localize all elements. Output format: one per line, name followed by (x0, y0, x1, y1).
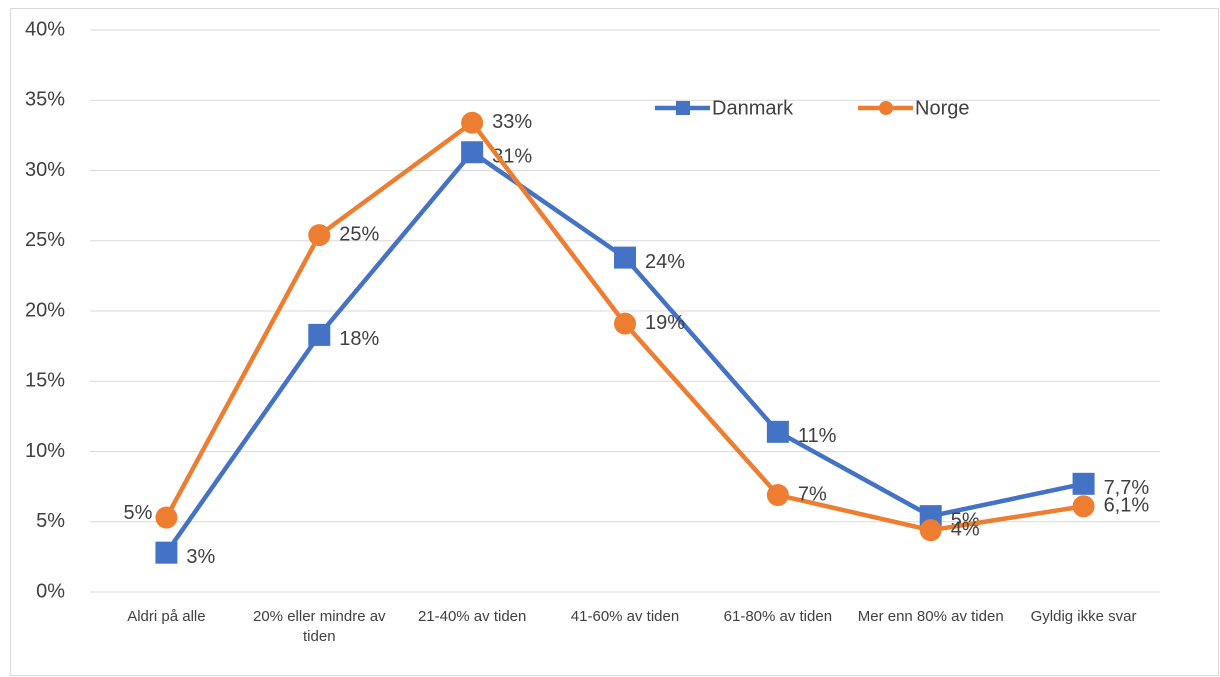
data-point (766, 484, 789, 507)
y-tick-label: 20% (25, 299, 65, 321)
data-point (308, 224, 331, 247)
data-point (919, 519, 942, 542)
legend-marker (879, 101, 893, 115)
data-label: 19% (645, 312, 685, 334)
data-label: 25% (339, 223, 379, 245)
data-label: 18% (339, 328, 379, 350)
data-point (155, 506, 178, 529)
series-line (164, 149, 1085, 554)
chart-frame (10, 8, 1219, 676)
y-tick-label: 30% (25, 159, 65, 181)
y-tick-label: 10% (25, 440, 65, 462)
data-label: 5% (124, 502, 153, 524)
data-point (1072, 472, 1095, 495)
x-tick-label: 61-80% av tiden (723, 608, 833, 625)
data-label: 11% (798, 425, 837, 447)
data-point (614, 246, 636, 269)
data-point (461, 111, 484, 134)
data-point (1072, 495, 1095, 518)
data-point (155, 541, 178, 564)
y-tick-label: 5% (36, 510, 65, 532)
y-tick-label: 40% (25, 18, 65, 40)
x-tick-label: 20% eller mindre av tiden (253, 608, 386, 645)
data-label: 33% (492, 111, 532, 133)
x-tick-label: Aldri på alle (127, 608, 206, 625)
data-point (461, 141, 484, 164)
data-point (614, 312, 636, 335)
x-tick-label: Mer enn 80% av tiden (857, 608, 1004, 625)
data-point (766, 420, 789, 443)
legend-marker (676, 101, 690, 115)
data-label: 6,1% (1104, 495, 1150, 517)
x-tick-label: 41-60% av tiden (570, 608, 680, 625)
y-tick-label: 0% (36, 580, 65, 602)
data-label: 7% (798, 483, 827, 505)
x-tick-label: Gyldig ikke svar (1030, 608, 1137, 625)
legend-label: Danmark (712, 97, 794, 119)
x-tick-label: 21-40% av tiden (417, 608, 527, 625)
data-label: 4% (951, 518, 980, 540)
y-tick-label: 25% (25, 229, 65, 251)
data-label: 3% (186, 546, 215, 568)
legend-label: Norge (915, 97, 969, 119)
data-label: 24% (645, 251, 685, 273)
data-label: 7,7% (1104, 477, 1150, 499)
data-point (308, 323, 331, 346)
y-tick-label: 35% (25, 89, 65, 111)
y-tick-label: 15% (25, 370, 65, 392)
